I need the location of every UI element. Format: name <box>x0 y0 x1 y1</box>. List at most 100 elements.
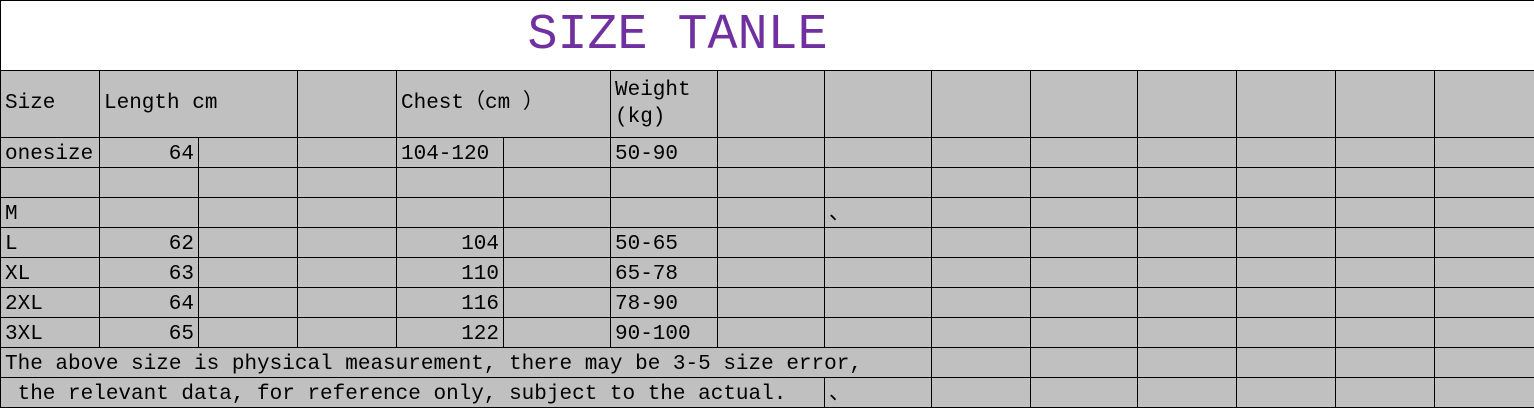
empty-cell[interactable] <box>931 347 1031 378</box>
length-cell[interactable] <box>99 197 199 228</box>
mark-cell[interactable] <box>824 317 932 348</box>
empty-cell[interactable] <box>503 287 611 318</box>
empty-cell[interactable] <box>198 197 298 228</box>
mark-cell[interactable] <box>824 257 932 288</box>
length-cell[interactable]: 64 <box>99 137 199 168</box>
size-cell[interactable]: M <box>0 197 100 228</box>
empty-cell[interactable] <box>1137 197 1237 228</box>
empty-cell[interactable] <box>1236 257 1336 288</box>
chest-cell[interactable]: 104-120 <box>396 137 504 168</box>
empty-cell[interactable] <box>1030 317 1138 348</box>
empty-cell[interactable] <box>1433 70 1534 138</box>
empty-cell[interactable] <box>198 167 298 198</box>
empty-cell[interactable] <box>1030 227 1138 258</box>
weight-cell[interactable]: 90-100 <box>610 317 718 348</box>
empty-cell[interactable] <box>1433 137 1534 168</box>
empty-cell[interactable] <box>1030 197 1138 228</box>
empty-cell[interactable] <box>717 317 825 348</box>
empty-cell[interactable] <box>297 317 397 348</box>
title-cell[interactable]: SIZE TANLE <box>0 0 1534 71</box>
empty-cell[interactable] <box>1030 70 1138 138</box>
empty-cell[interactable] <box>503 197 611 228</box>
empty-cell[interactable] <box>503 317 611 348</box>
weight-cell[interactable]: 78-90 <box>610 287 718 318</box>
empty-cell[interactable] <box>297 257 397 288</box>
empty-cell[interactable] <box>1236 377 1336 408</box>
empty-cell[interactable] <box>297 227 397 258</box>
empty-cell[interactable] <box>1236 227 1336 258</box>
chest-cell[interactable] <box>396 197 504 228</box>
empty-cell[interactable] <box>1030 257 1138 288</box>
empty-cell[interactable] <box>1137 257 1237 288</box>
empty-cell[interactable] <box>1236 347 1336 378</box>
size-cell[interactable]: L <box>0 227 100 258</box>
empty-cell[interactable] <box>503 257 611 288</box>
empty-cell[interactable] <box>503 137 611 168</box>
empty-cell[interactable] <box>1335 197 1435 228</box>
empty-cell[interactable] <box>931 167 1031 198</box>
empty-cell[interactable] <box>1433 377 1534 408</box>
empty-cell[interactable] <box>198 257 298 288</box>
chest-cell[interactable]: 116 <box>396 287 504 318</box>
empty-cell[interactable] <box>198 227 298 258</box>
length-cell[interactable] <box>99 167 199 198</box>
empty-cell[interactable] <box>1137 70 1237 138</box>
empty-cell[interactable] <box>1137 167 1237 198</box>
empty-cell[interactable] <box>1335 317 1435 348</box>
empty-cell[interactable] <box>1137 317 1237 348</box>
empty-cell[interactable] <box>1137 227 1237 258</box>
empty-cell[interactable] <box>824 70 932 138</box>
empty-cell[interactable] <box>503 227 611 258</box>
empty-cell[interactable] <box>1137 287 1237 318</box>
mark-cell[interactable] <box>824 137 932 168</box>
empty-cell[interactable] <box>1335 137 1435 168</box>
empty-cell[interactable] <box>717 167 825 198</box>
note-line-1[interactable]: The above size is physical measurement, … <box>0 347 932 378</box>
empty-cell[interactable] <box>1335 227 1435 258</box>
weight-cell[interactable]: 50-90 <box>610 137 718 168</box>
empty-cell[interactable] <box>931 287 1031 318</box>
empty-cell[interactable] <box>931 197 1031 228</box>
empty-cell[interactable] <box>931 227 1031 258</box>
empty-cell[interactable] <box>931 137 1031 168</box>
empty-cell[interactable] <box>1335 377 1435 408</box>
empty-cell[interactable] <box>1030 347 1138 378</box>
empty-cell[interactable] <box>717 137 825 168</box>
empty-cell[interactable] <box>717 287 825 318</box>
empty-cell[interactable] <box>503 167 611 198</box>
empty-cell[interactable] <box>931 377 1031 408</box>
empty-cell[interactable] <box>198 287 298 318</box>
empty-cell[interactable] <box>1335 287 1435 318</box>
empty-cell[interactable] <box>1030 137 1138 168</box>
mark-cell[interactable] <box>824 287 932 318</box>
empty-cell[interactable] <box>1236 167 1336 198</box>
chest-cell[interactable]: 122 <box>396 317 504 348</box>
empty-cell[interactable] <box>1030 377 1138 408</box>
empty-cell[interactable] <box>198 137 298 168</box>
length-cell[interactable]: 64 <box>99 287 199 318</box>
weight-cell[interactable]: 65-78 <box>610 257 718 288</box>
empty-cell[interactable] <box>717 70 825 138</box>
empty-cell[interactable] <box>1137 347 1237 378</box>
mark-cell[interactable]: 、 <box>824 377 932 408</box>
empty-cell[interactable] <box>717 227 825 258</box>
empty-cell[interactable] <box>1433 167 1534 198</box>
empty-cell[interactable] <box>1236 70 1336 138</box>
empty-cell[interactable] <box>1335 347 1435 378</box>
empty-cell[interactable] <box>931 317 1031 348</box>
chest-cell[interactable]: 104 <box>396 227 504 258</box>
empty-cell[interactable] <box>1137 137 1237 168</box>
header-weight[interactable]: Weight (kg) <box>610 70 718 138</box>
size-cell[interactable] <box>0 167 100 198</box>
empty-cell[interactable] <box>1030 287 1138 318</box>
empty-cell[interactable] <box>1433 227 1534 258</box>
weight-cell[interactable] <box>610 167 718 198</box>
header-chest[interactable]: Chest（cm ） <box>396 70 611 138</box>
empty-cell[interactable] <box>297 167 397 198</box>
size-cell[interactable]: onesize <box>0 137 100 168</box>
weight-cell[interactable]: 50-65 <box>610 227 718 258</box>
empty-cell[interactable] <box>1433 257 1534 288</box>
empty-cell[interactable] <box>1236 317 1336 348</box>
empty-cell[interactable] <box>931 70 1031 138</box>
empty-cell[interactable] <box>1433 287 1534 318</box>
